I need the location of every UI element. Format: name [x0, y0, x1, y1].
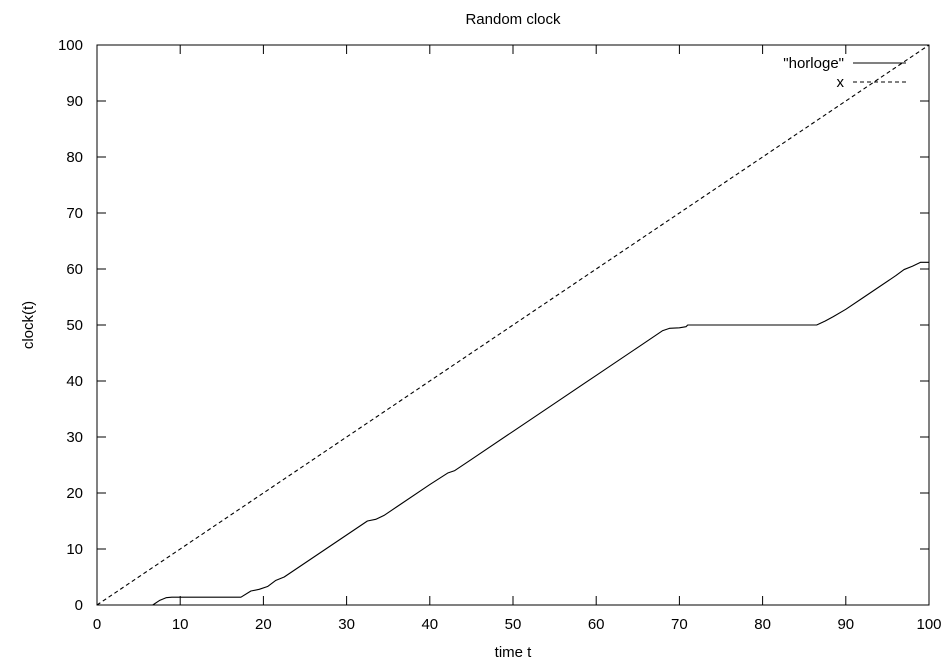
y-tick-label: 70 [66, 205, 83, 222]
legend-label: x [837, 74, 845, 91]
series-line-x [96, 44, 930, 606]
x-tick-label: 30 [338, 616, 355, 633]
y-axis-title: clock(t) [20, 301, 37, 349]
axis-ticks: 0 10 20 30 40 50 60 70 80 90 100 0 10 20 30 40 50 60 70 80 9… [58, 37, 942, 633]
x-tick-label: 40 [421, 616, 438, 633]
x-tick-label: 100 [916, 616, 941, 633]
y-tick-label: 80 [66, 149, 83, 166]
chart-title: Random clock [465, 11, 561, 28]
x-tick-label: 90 [837, 616, 854, 633]
y-tick-label: 0 [75, 597, 83, 614]
x-tick-label: 60 [588, 616, 605, 633]
x-tick-label: 80 [754, 616, 771, 633]
x-tick-label: 70 [671, 616, 688, 633]
y-tick-label: 60 [66, 261, 83, 278]
y-tick-label: 50 [66, 317, 83, 334]
y-tick-label: 30 [66, 429, 83, 446]
legend-label: "horloge" [783, 55, 844, 72]
y-tick-label: 20 [66, 485, 83, 502]
x-tick-label: 10 [172, 616, 189, 633]
series-line-horloge [97, 261, 929, 606]
x-tick-label: 50 [505, 616, 522, 633]
legend: "horloge" x [783, 55, 906, 91]
y-tick-label: 90 [66, 93, 83, 110]
x-tick-label: 20 [255, 616, 272, 633]
y-tick-label: 40 [66, 373, 83, 390]
x-axis-title: time t [495, 644, 533, 661]
y-tick-label: 10 [66, 541, 83, 558]
series-lines [96, 44, 930, 606]
y-tick-label: 100 [58, 37, 83, 54]
x-tick-label: 0 [93, 616, 101, 633]
